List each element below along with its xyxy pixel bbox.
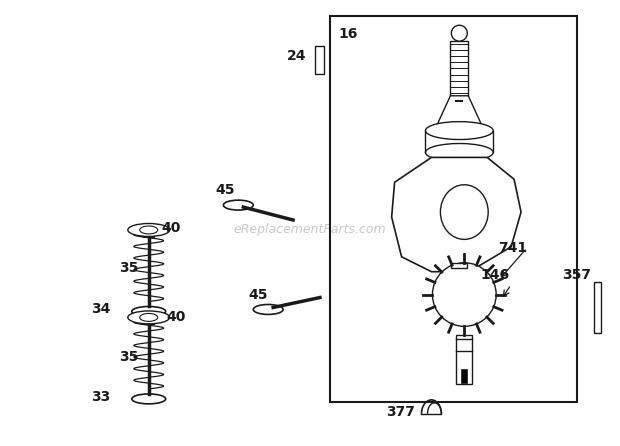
Bar [461,369,467,383]
Circle shape [432,263,496,326]
Text: 45: 45 [249,288,268,301]
Ellipse shape [425,122,493,140]
Ellipse shape [140,226,157,234]
Ellipse shape [128,311,170,324]
Bar [594,281,601,333]
Bar [456,335,472,384]
Ellipse shape [132,306,166,316]
Ellipse shape [440,185,488,240]
Text: 35: 35 [119,350,138,364]
Text: 33: 33 [91,390,110,404]
Bar [451,263,467,268]
Circle shape [451,25,467,41]
Text: 24: 24 [287,49,307,63]
Text: 16: 16 [338,27,358,41]
Bar [330,17,577,402]
Ellipse shape [132,394,166,404]
Ellipse shape [223,200,253,210]
Text: 146: 146 [480,268,509,282]
Ellipse shape [128,223,170,236]
Bar [450,41,468,96]
Text: 357: 357 [562,268,591,282]
Ellipse shape [140,314,157,322]
Text: 40: 40 [161,221,180,235]
Ellipse shape [253,305,283,314]
Ellipse shape [425,144,493,161]
Text: 377: 377 [386,405,415,419]
Text: 741: 741 [498,241,527,255]
Bar [315,46,324,74]
Polygon shape [435,96,484,131]
Text: 34: 34 [91,302,110,317]
Polygon shape [392,157,521,272]
Text: eReplacementParts.com: eReplacementParts.com [234,223,386,236]
Text: 40: 40 [166,310,185,324]
Text: 45: 45 [216,183,235,197]
Text: 35: 35 [119,261,138,275]
